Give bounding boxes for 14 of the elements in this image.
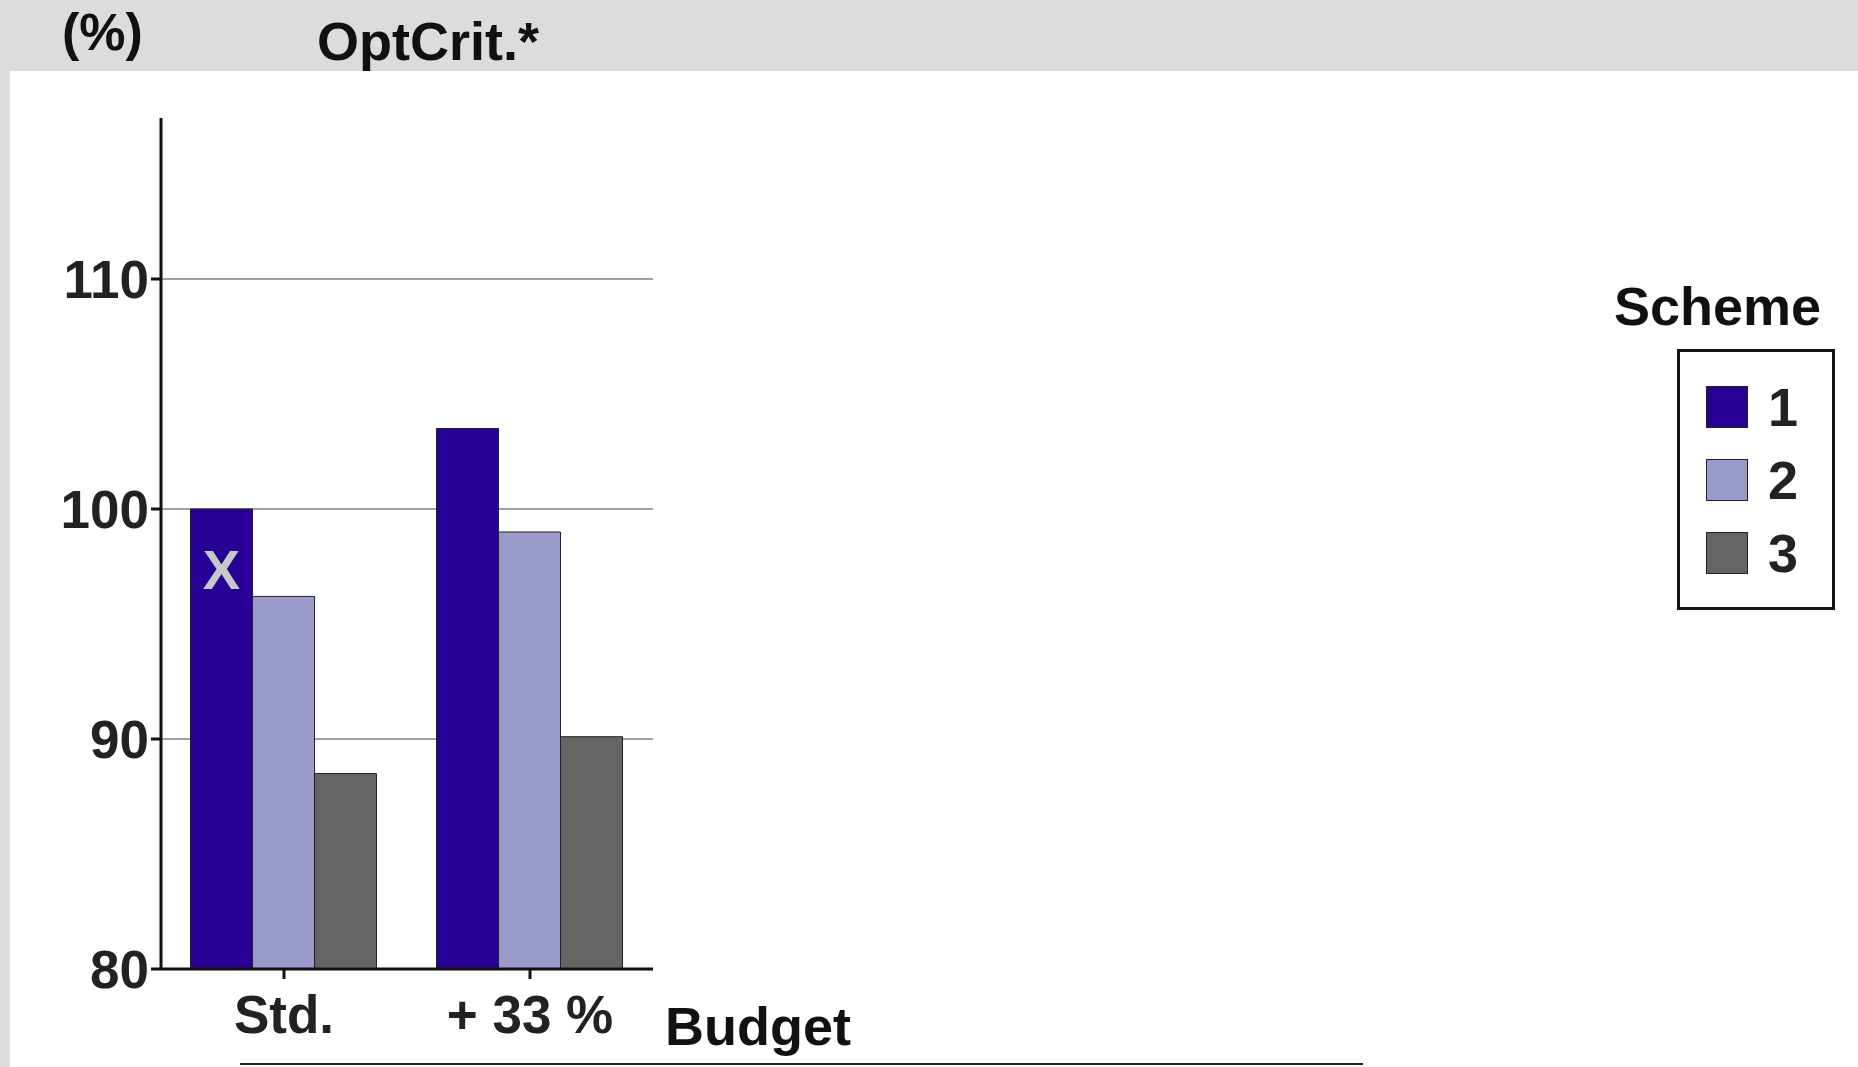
y-tick-label: 80 — [90, 939, 149, 999]
annotation: X — [202, 538, 241, 601]
y-tick-label: 90 — [90, 709, 149, 769]
legend-label: 1 — [1768, 375, 1799, 438]
x-tick-label: + 33 % — [446, 984, 614, 1044]
legend-title: Scheme — [1614, 275, 1823, 337]
chart-title: OptCrit.* — [317, 10, 539, 72]
y-tick-label: 110 — [63, 249, 149, 309]
legend-label: 3 — [1768, 521, 1799, 584]
y-tick-label: 100 — [60, 479, 149, 539]
x-axis-title: Budget — [665, 995, 851, 1057]
x-tick-label: Std. — [233, 984, 335, 1044]
y-axis-title: (%) — [62, 2, 143, 62]
legend-label: 2 — [1768, 448, 1799, 511]
